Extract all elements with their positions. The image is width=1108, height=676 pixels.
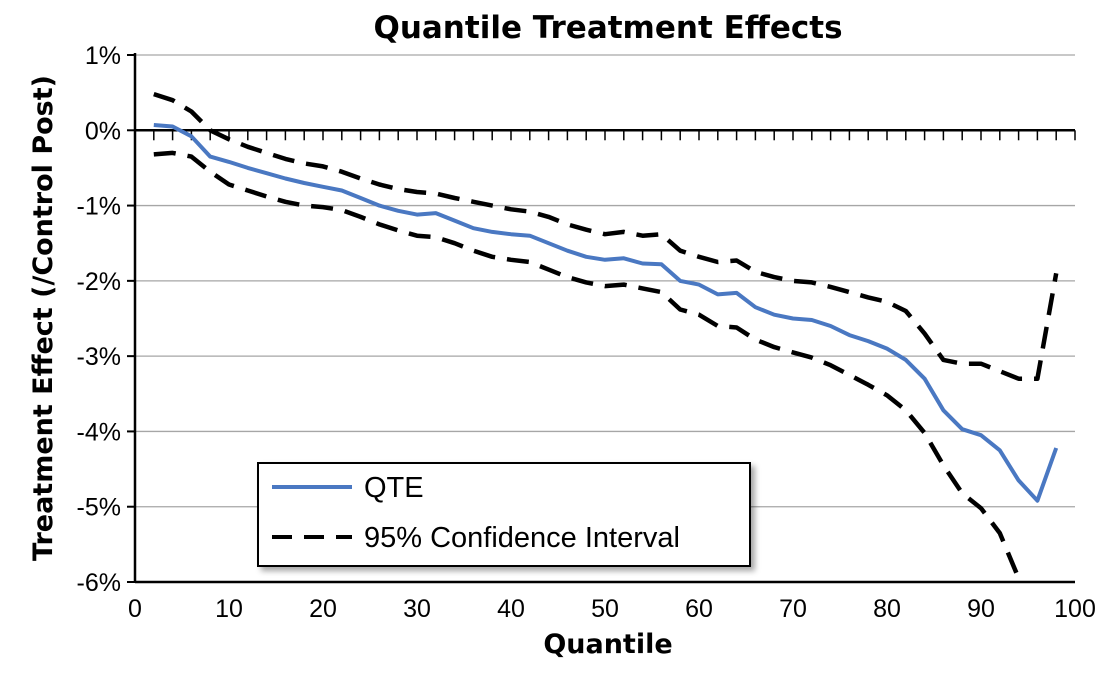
x-axis-title: Quantile [543, 629, 672, 660]
legend-label-qte: QTE [364, 472, 424, 504]
grid [135, 54, 1075, 508]
series [153, 91, 1059, 580]
series-ci-upper-line [153, 91, 1059, 381]
x-tick-label: 90 [967, 595, 995, 623]
legend-box [257, 462, 751, 567]
y-tick-label: -1% [77, 193, 121, 221]
y-axis-title: Treatment Effect (/Control Post) [28, 75, 59, 561]
x-tick-label: 10 [215, 595, 243, 623]
x-tick-label: 60 [685, 595, 713, 623]
x-tick-label: 100 [1054, 595, 1096, 623]
y-tick-label: -3% [77, 343, 121, 371]
y-tick-label: -5% [77, 494, 121, 522]
y-tick-label: 1% [85, 42, 121, 70]
x-tick-label: 30 [403, 595, 431, 623]
y-tick-labels: 1% 0% -1% -2% -3% -4% -5% -6% [77, 42, 121, 597]
x-tick-label: 50 [591, 595, 619, 623]
x-tick-labels: 0 10 20 30 40 50 60 70 80 90 100 [128, 595, 1096, 623]
y-tick-label: -2% [77, 268, 121, 296]
x-tick-label: 80 [873, 595, 901, 623]
y-tick-label: -4% [77, 418, 121, 446]
legend-label-confidence-interval: 95% Confidence Interval [364, 522, 680, 554]
y-tick-label: 0% [85, 117, 121, 145]
legend: QTE 95% Confidence Interval [257, 462, 751, 567]
x-tick-label: 70 [779, 595, 807, 623]
x-tick-label: 40 [497, 595, 525, 623]
x-tick-label: 0 [128, 595, 142, 623]
y-tick-label: -6% [77, 569, 121, 597]
series-ci-lower-line [153, 150, 1021, 580]
chart-title: Quantile Treatment Effects [373, 10, 842, 46]
series-qte-line [153, 123, 1059, 503]
x-tick-label: 20 [309, 595, 337, 623]
